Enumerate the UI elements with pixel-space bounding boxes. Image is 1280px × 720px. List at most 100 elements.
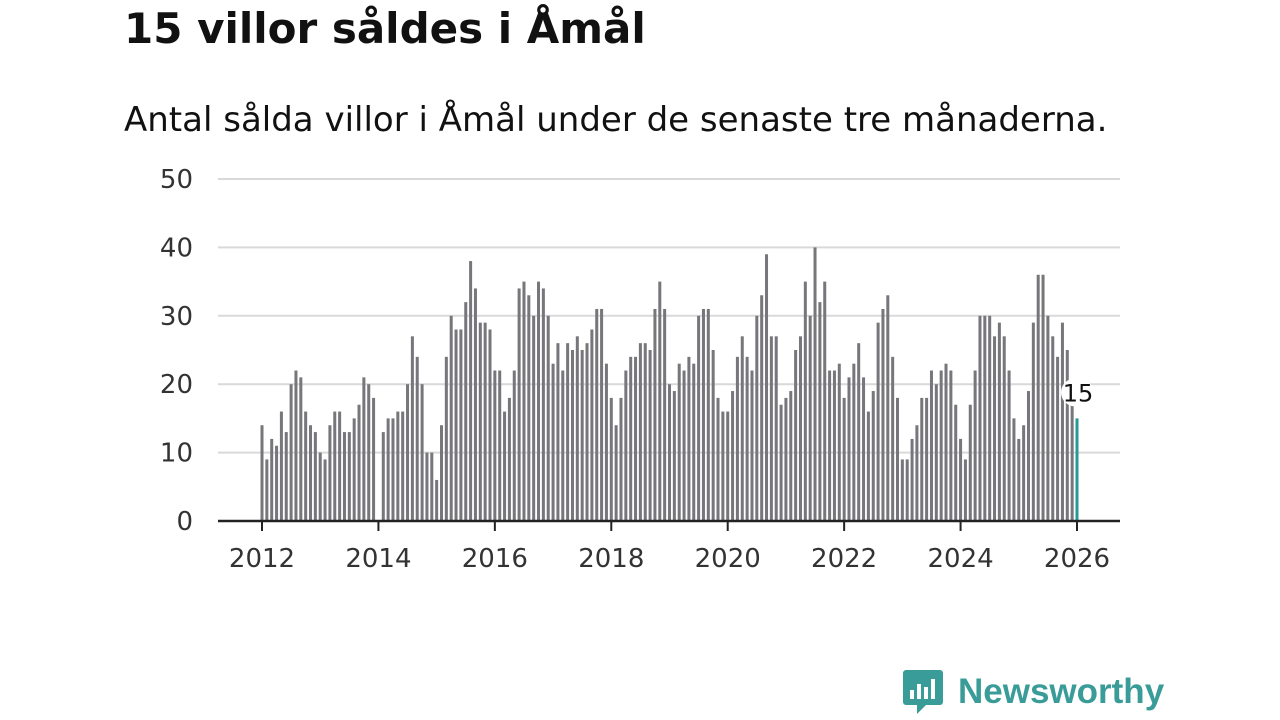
bar [983,315,987,521]
bar [284,432,288,521]
bar [488,329,492,521]
bar [755,315,759,521]
bar [294,370,298,521]
bar [595,308,599,521]
newsworthy-logo: Newsworthy [902,668,1164,716]
bar [503,411,507,521]
bar [478,322,482,521]
bar [653,308,657,521]
bar [837,363,841,521]
bar [604,363,608,521]
bar [784,397,788,521]
bar [566,343,570,521]
bar [1041,274,1045,521]
bar [570,350,574,521]
bar [517,288,521,521]
bar [386,418,390,521]
bar [444,356,448,521]
x-tick-label: 2016 [462,544,528,574]
bar [1051,336,1055,521]
bars [260,247,1079,522]
bar [367,384,371,521]
bar [430,452,434,521]
bar [328,425,332,521]
bar [968,404,972,521]
chart-title: 15 villor såldes i Åmål [124,4,646,53]
bar [619,397,623,521]
bar [265,459,269,521]
bar [464,302,468,521]
x-tick-label: 2014 [345,544,411,574]
bar [658,281,662,521]
bar [629,356,633,521]
chart-subtitle: Antal sålda villor i Åmål under de senas… [124,100,1108,140]
bar [449,315,453,521]
bar [1017,438,1021,521]
bar [590,329,594,521]
bar [813,247,817,521]
bar [774,336,778,521]
bar [1012,418,1016,521]
bar [963,459,967,521]
y-tick-label: 0 [176,507,193,537]
bar [299,377,303,521]
bar [551,363,555,521]
bar [910,438,914,521]
bar [541,288,545,521]
bar [697,315,701,521]
bar [988,315,992,521]
bar [304,411,308,521]
bar [1046,315,1050,521]
bar [973,370,977,521]
bar [580,350,584,521]
bar [866,411,870,521]
bar [561,370,565,521]
bar [391,418,395,521]
bar [735,356,739,521]
bar [959,438,963,521]
bar [828,370,832,521]
bar [852,363,856,521]
bar [638,343,642,521]
newsworthy-logo-icon [903,670,943,714]
bar [1007,370,1011,521]
bar [692,363,696,521]
bar [279,411,283,521]
bar [857,343,861,521]
bar [1065,350,1069,521]
bar [842,397,846,521]
bar [944,363,948,521]
bar [731,391,735,521]
bar [609,397,613,521]
bar [352,418,356,521]
bar [459,329,463,521]
bar [997,322,1001,521]
x-tick-label: 2024 [927,544,993,574]
bar [687,356,691,521]
bar [794,350,798,521]
bar [1031,322,1035,521]
bar [876,322,880,521]
bar [832,370,836,521]
bar [672,391,676,521]
bar [648,350,652,521]
bar [905,459,909,521]
bar [333,411,337,521]
bar [750,370,754,521]
x-tick-label: 2018 [578,544,644,574]
bar [372,397,376,521]
bar [721,411,725,521]
bar [900,459,904,521]
bar [745,356,749,521]
bar [896,397,900,521]
bar [701,308,705,521]
bar [939,370,943,521]
x-tick-label: 2022 [811,544,877,574]
bar [760,295,764,521]
bar [789,391,793,521]
bar [507,397,511,521]
bar [342,432,346,521]
bar [1070,404,1074,521]
bar [454,329,458,521]
bar [396,411,400,521]
